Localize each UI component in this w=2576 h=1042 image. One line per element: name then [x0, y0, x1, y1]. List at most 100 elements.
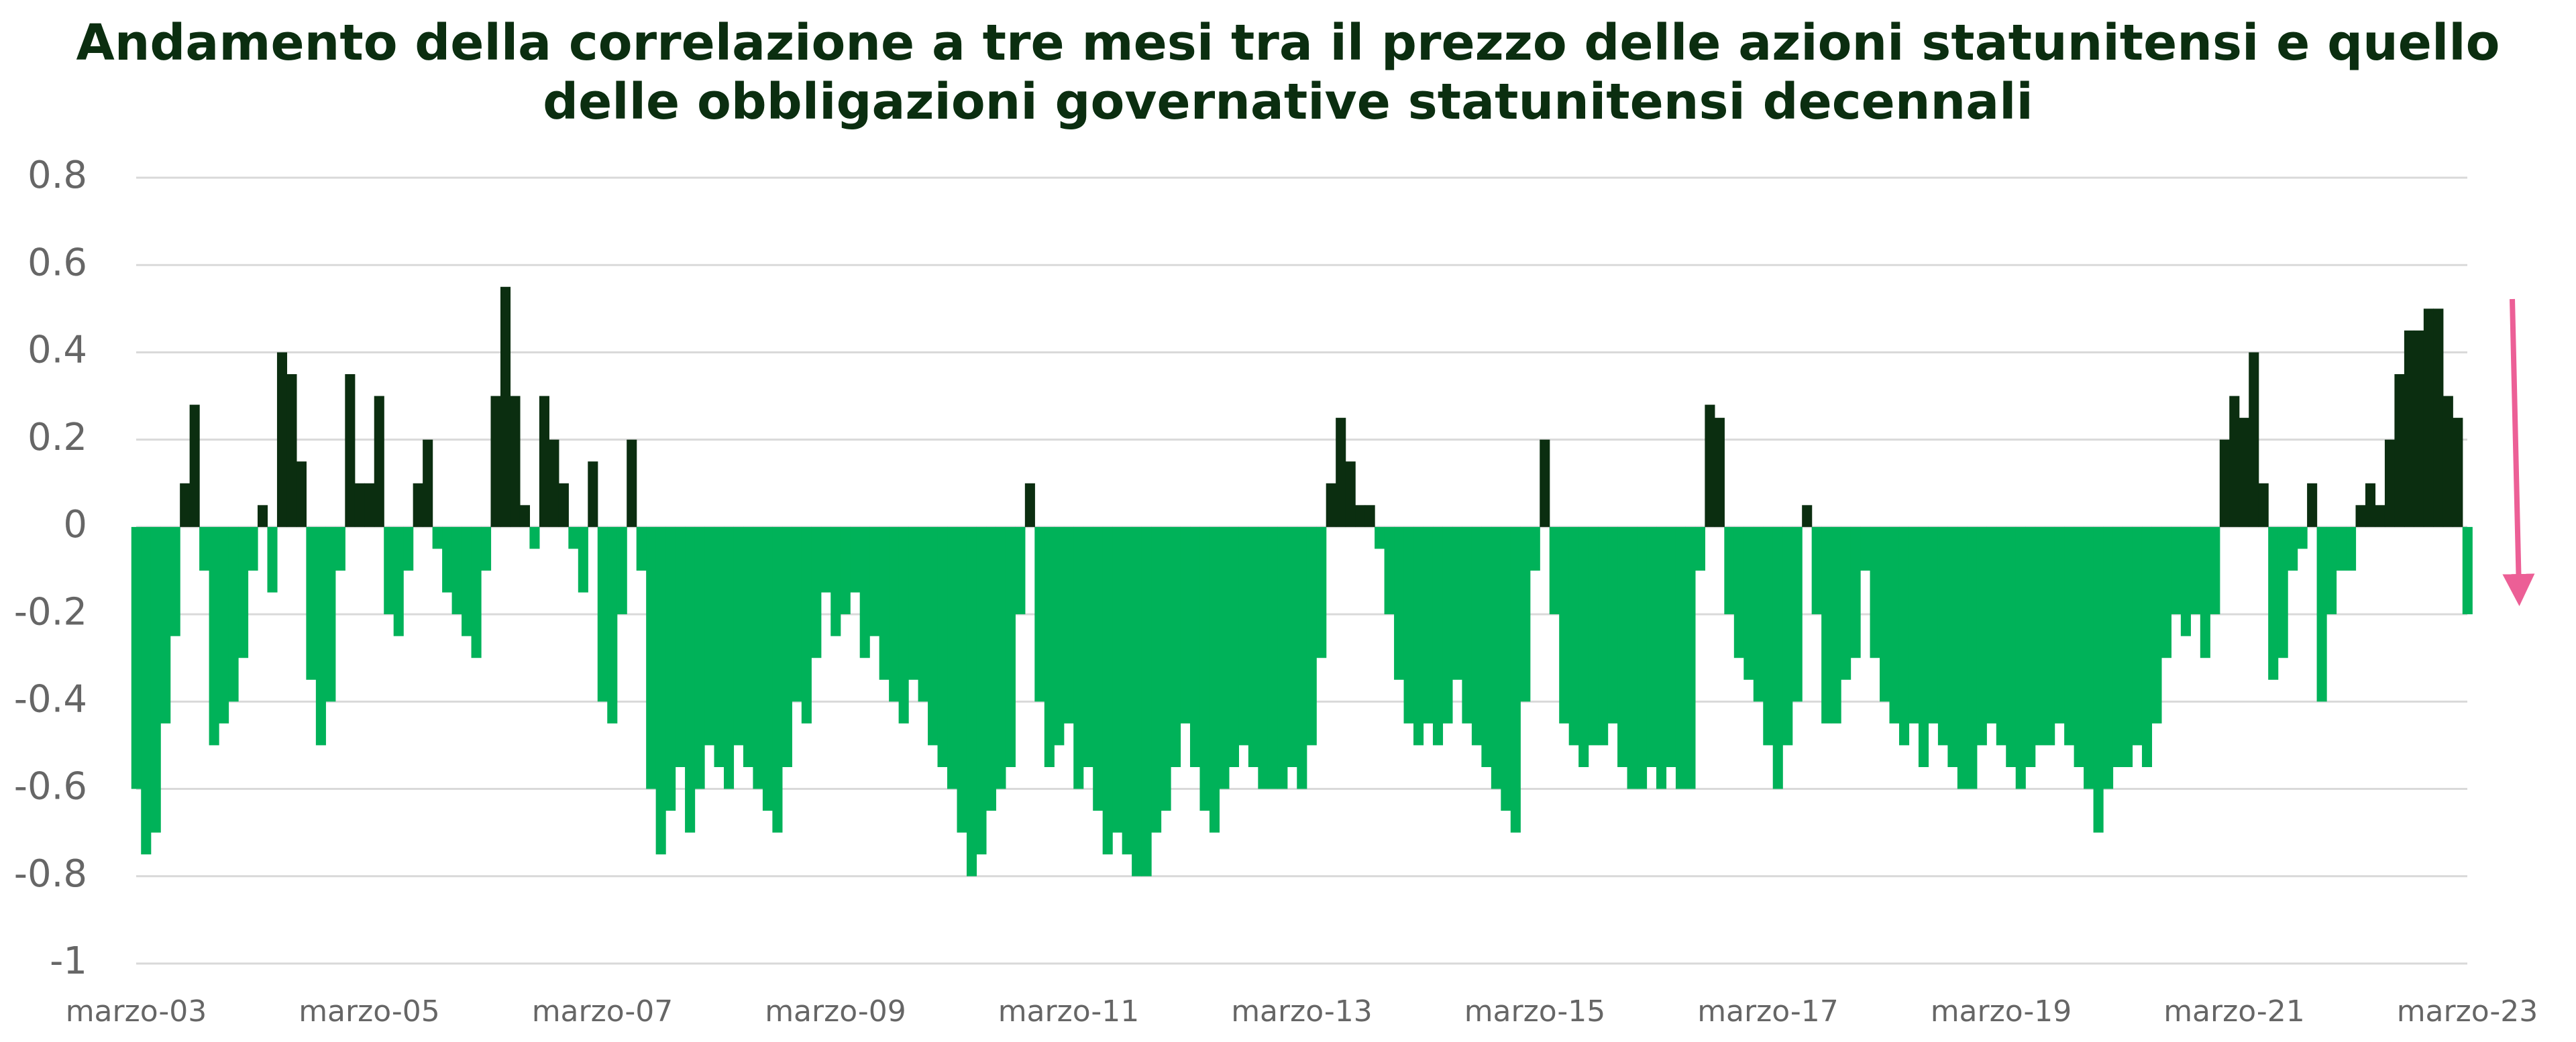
bar: [549, 439, 559, 527]
chart-title: Andamento della correlazione a tre mesi …: [76, 14, 2500, 131]
bar: [1423, 526, 1434, 723]
bar: [1637, 526, 1648, 789]
y-tick-label: -0.6: [14, 765, 87, 809]
bar: [1394, 526, 1405, 680]
bar: [685, 526, 696, 833]
bar: [1802, 505, 1813, 527]
bar: [481, 526, 492, 571]
bar: [286, 374, 297, 527]
bar: [655, 526, 666, 855]
y-tick-label: 0.4: [28, 329, 87, 372]
bar: [2462, 526, 2473, 615]
bar: [296, 461, 307, 527]
bar: [1705, 404, 1715, 527]
bar: [627, 439, 637, 527]
bar: [2161, 526, 2171, 658]
bar: [1471, 526, 1482, 746]
bar: [2064, 526, 2075, 746]
bar: [462, 526, 472, 636]
bar: [2103, 526, 2114, 789]
bar: [228, 526, 239, 702]
bar: [1733, 526, 1744, 658]
bar: [1753, 526, 1764, 702]
bar: [141, 526, 152, 855]
bar: [471, 526, 482, 658]
bar: [364, 483, 375, 527]
bar: [2355, 505, 2366, 527]
bar: [1132, 526, 1142, 876]
bar: [423, 439, 433, 527]
bar: [2015, 526, 2026, 789]
bar: [2433, 308, 2444, 527]
bar: [1054, 526, 1065, 746]
bar: [1345, 461, 1356, 527]
bar: [1093, 526, 1104, 811]
bar: [1841, 526, 1851, 680]
bar: [2375, 505, 2385, 527]
bar: [1898, 526, 1910, 746]
bar: [199, 526, 210, 571]
bar: [2346, 526, 2357, 571]
bar: [1821, 526, 1832, 723]
bar: [1112, 526, 1123, 833]
bar: [1627, 526, 1638, 789]
bar: [694, 526, 705, 789]
bar: [723, 526, 735, 789]
bar: [1228, 526, 1239, 767]
bar: [714, 526, 724, 767]
bar: [1675, 526, 1686, 789]
bar: [1501, 526, 1511, 811]
bar: [374, 396, 384, 527]
bar: [180, 483, 191, 527]
bar: [170, 526, 180, 636]
y-tick-label: -1: [50, 939, 87, 983]
bar: [646, 526, 657, 789]
y-tick-label: -0.2: [14, 590, 87, 634]
bar: [2093, 526, 2104, 833]
bar: [1316, 526, 1327, 658]
bar: [879, 526, 890, 680]
bar: [490, 396, 501, 527]
bar: [1063, 526, 1074, 723]
bar: [2074, 526, 2084, 767]
bar: [2394, 374, 2405, 527]
bar: [257, 505, 268, 527]
bar: [1811, 526, 1822, 615]
bar: [1695, 526, 1705, 571]
bar: [908, 526, 919, 680]
arrow: [2502, 298, 2535, 606]
bar: [413, 483, 423, 527]
bar: [2112, 526, 2123, 767]
bar: [2453, 418, 2463, 527]
bar: [937, 526, 948, 767]
bar: [1598, 526, 1609, 746]
bar: [782, 526, 792, 767]
bar: [403, 526, 414, 571]
bar: [830, 526, 841, 636]
bar: [801, 526, 812, 723]
bar: [588, 461, 598, 527]
bar: [1724, 526, 1735, 615]
bar: [996, 526, 1006, 789]
bar: [1743, 526, 1754, 680]
bar: [1850, 526, 1861, 658]
bar: [1957, 526, 1968, 789]
bar: [811, 526, 822, 658]
bar: [1860, 526, 1871, 571]
bar: [2122, 526, 2133, 767]
bar: [733, 526, 744, 746]
bar: [636, 526, 647, 571]
bar: [1151, 526, 1162, 833]
bar: [1413, 526, 1424, 746]
bar: [384, 526, 394, 615]
bar: [753, 526, 763, 789]
bar: [1656, 526, 1667, 789]
bar: [820, 526, 831, 593]
bar: [2132, 526, 2143, 746]
y-tick-label: -0.8: [14, 852, 87, 896]
bar: [510, 396, 521, 527]
bar: [451, 526, 462, 615]
bar: [2336, 526, 2347, 571]
bar: [675, 526, 686, 767]
